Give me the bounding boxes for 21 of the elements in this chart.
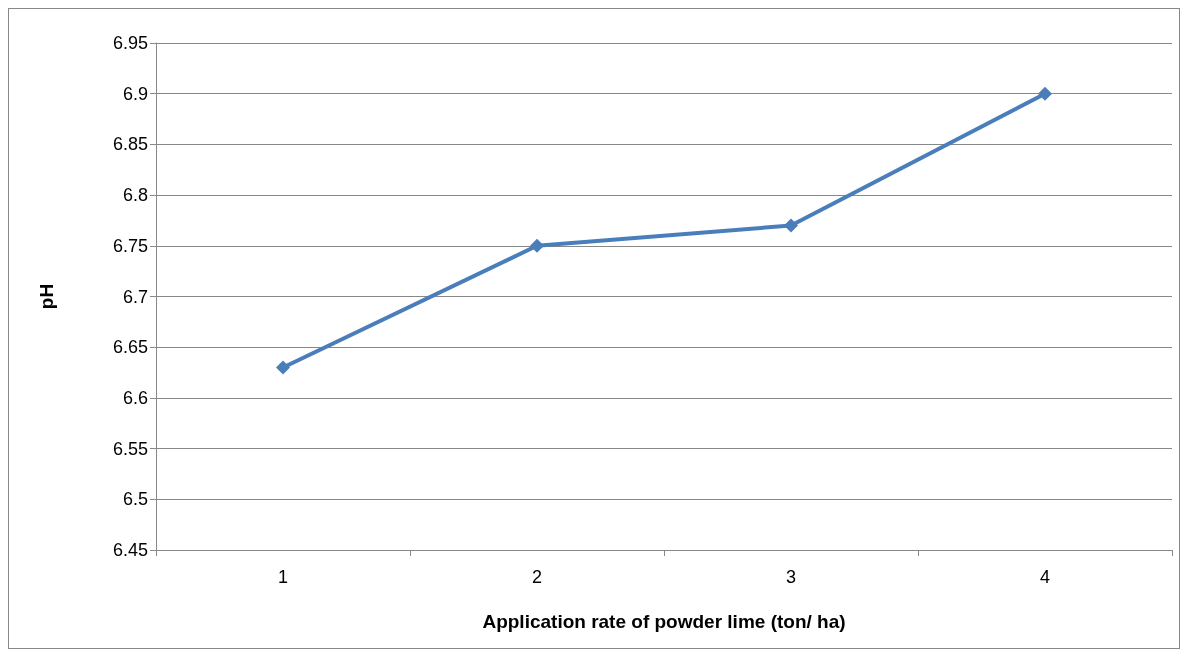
x-tick-label: 3 (785, 567, 797, 587)
y-tick-label: 6.75 (112, 235, 148, 256)
y-tick-label: 6.9 (122, 83, 148, 104)
y-tick-label: 6.5 (122, 489, 148, 510)
y-tick-label: 6.8 (122, 185, 148, 206)
y-tick-label: 6.85 (112, 134, 148, 155)
x-tick-label: 1 (277, 567, 289, 587)
y-tick-label: 6.45 (112, 540, 148, 560)
y-axis-title: pH (36, 283, 57, 310)
y-tick-label: 6.55 (112, 438, 148, 459)
x-tick-label: 2 (531, 567, 543, 587)
y-tick-label: 6.7 (122, 286, 148, 307)
y-tick-label: 6.6 (122, 387, 148, 408)
point (1038, 86, 1052, 101)
point (530, 238, 544, 253)
point (784, 218, 798, 233)
x-tick-label: 4 (1039, 567, 1051, 587)
y-tick-label: 6.95 (112, 33, 148, 53)
point (276, 360, 290, 375)
y-tick-label: 6.65 (112, 337, 148, 358)
x-axis-title: Application rate of powder lime (ton/ ha) (482, 611, 846, 632)
